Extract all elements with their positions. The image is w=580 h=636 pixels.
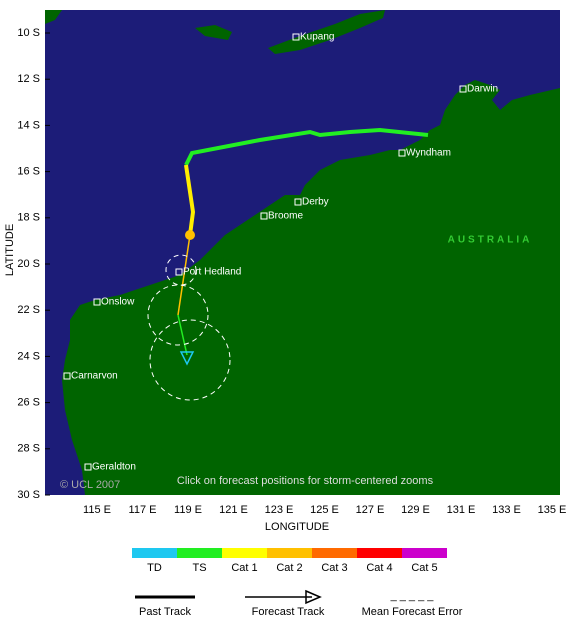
legend-swatch — [402, 548, 447, 558]
city-label: Wyndham — [406, 148, 451, 159]
legend-error: Mean Forecast Error — [362, 606, 463, 618]
island — [268, 10, 385, 54]
city-marker — [294, 198, 302, 206]
lat-label: 16 S — [17, 166, 40, 178]
legend-category: Cat 4 — [366, 562, 392, 574]
legend-category: TD — [147, 562, 162, 574]
city-label: Kupang — [300, 32, 334, 43]
city-marker — [459, 85, 467, 93]
legend-category: Cat 5 — [411, 562, 437, 574]
lon-label: 129 E — [401, 504, 430, 516]
x-axis-title: LONGITUDE — [265, 521, 329, 533]
y-axis-title: LATITUDE — [4, 224, 16, 276]
legend-past: Past Track — [139, 606, 191, 618]
city-label: Port Hedland — [183, 267, 241, 278]
storm-position[interactable] — [185, 230, 195, 240]
credit: © UCL 2007 — [60, 479, 120, 491]
lat-label: 30 S — [17, 489, 40, 501]
legend-category: Cat 2 — [276, 562, 302, 574]
lon-label: 125 E — [310, 504, 339, 516]
legend-swatch — [177, 548, 222, 558]
island — [45, 10, 62, 24]
city-label: Darwin — [467, 84, 498, 95]
legend-category: Cat 1 — [231, 562, 257, 574]
past-track-cat1 — [184, 164, 196, 236]
legend-error-symbol: _ _ _ _ _ — [390, 590, 435, 602]
legend-category: Cat 3 — [321, 562, 347, 574]
lon-label: 133 E — [492, 504, 521, 516]
region-label: AUSTRALIA — [448, 235, 533, 246]
lat-label: 20 S — [17, 258, 40, 270]
city-label: Broome — [268, 211, 303, 222]
legend-swatch — [132, 548, 177, 558]
city-marker — [63, 372, 71, 380]
land — [62, 80, 560, 495]
lat-label: 28 S — [17, 443, 40, 455]
city-marker — [398, 149, 406, 157]
lon-label: 131 E — [447, 504, 476, 516]
city-marker — [292, 33, 300, 41]
city-label: Carnarvon — [71, 371, 118, 382]
city-label: Geraldton — [92, 462, 136, 473]
lon-label: 115 E — [83, 504, 111, 516]
lon-label: 127 E — [356, 504, 385, 516]
lon-label: 135 E — [538, 504, 567, 516]
lat-label: 24 S — [17, 350, 40, 362]
past-track-ts — [184, 127, 429, 166]
legend-swatch — [312, 548, 357, 558]
lat-label: 14 S — [17, 119, 40, 131]
island — [195, 25, 232, 40]
lon-label: 117 E — [129, 504, 157, 516]
forecast-arrow-symbol — [305, 589, 322, 605]
error-circles — [147, 254, 231, 401]
legend-category: TS — [192, 562, 206, 574]
forecast-arrow[interactable] — [179, 351, 195, 366]
city-marker — [260, 212, 268, 220]
lon-label: 123 E — [265, 504, 294, 516]
lat-label: 18 S — [17, 212, 40, 224]
lon-label: 121 E — [219, 504, 248, 516]
city-marker — [84, 463, 92, 471]
legend-forecast: Forecast Track — [252, 606, 325, 618]
legend-swatch — [357, 548, 402, 558]
city-marker — [175, 268, 183, 276]
lat-label: 26 S — [17, 397, 40, 409]
lon-label: 119 E — [174, 504, 202, 516]
city-label: Derby — [302, 197, 329, 208]
city-marker — [93, 298, 101, 306]
forecast-track — [177, 234, 191, 316]
lat-label: 12 S — [17, 73, 40, 85]
lat-label: 10 S — [17, 27, 40, 39]
legend-swatch — [222, 548, 267, 558]
forecast-track — [177, 314, 188, 356]
lat-label: 22 S — [17, 304, 40, 316]
city-label: Onslow — [101, 297, 135, 308]
legend-swatch — [267, 548, 312, 558]
note: Click on forecast positions for storm-ce… — [177, 475, 434, 487]
